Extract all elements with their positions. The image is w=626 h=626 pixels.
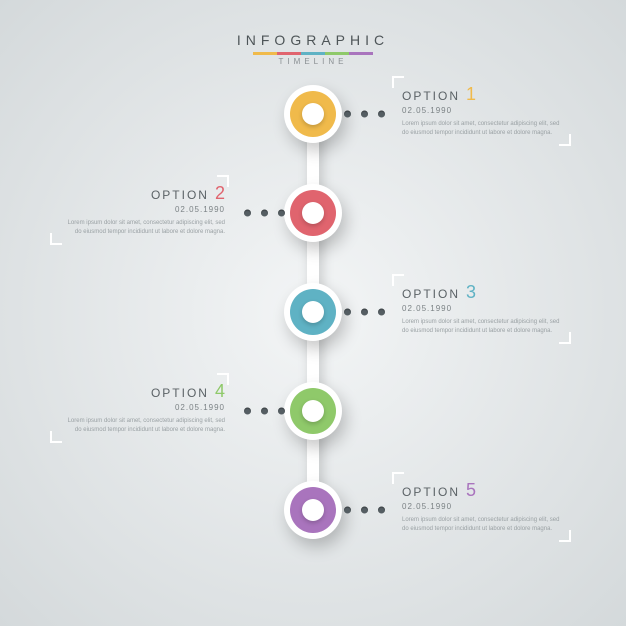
underline-seg [253,52,277,55]
dot-icon [344,507,351,514]
bracket-corner-icon [559,134,571,146]
option-date: 02.05.1990 [60,205,225,214]
node-hub [302,400,324,422]
underline-seg [325,52,349,55]
timeline-row: OPTION 302.05.1990 Lorem ipsum dolor sit a… [0,282,626,342]
option-label: OPTION [402,485,460,499]
timeline-node [284,184,342,242]
connector-dots [244,210,285,217]
option-description: Lorem ipsum dolor sit amet, consectetur … [402,318,567,336]
dot-icon [361,309,368,316]
dot-icon [278,210,285,217]
dot-icon [244,210,251,217]
timeline-node [284,85,342,143]
timeline-node [284,481,342,539]
bracket-corner-icon [217,175,229,187]
timeline-node [284,382,342,440]
bracket-corner-icon [392,76,404,88]
title: INFOGRAPHIC [0,32,626,48]
option-label: OPTION [402,287,460,301]
option-card: OPTION402.05.1990 Lorem ipsum dolor sit a… [60,381,225,435]
option-label: OPTION [151,188,209,202]
option-label: OPTION [402,89,460,103]
option-heading: OPTION2 [60,183,225,204]
underline-seg [277,52,301,55]
node-hub [302,202,324,224]
dot-icon [378,507,385,514]
node-hub [302,499,324,521]
dot-icon [244,408,251,415]
connector-dots [344,507,385,514]
timeline-row: OPTION202.05.1990 Lorem ipsum dolor sit a… [0,183,626,243]
option-date: 02.05.1990 [60,403,225,412]
bracket-corner-icon [392,274,404,286]
dot-icon [378,309,385,316]
option-date: 02.05.1990 [402,304,567,313]
connector-dots [344,309,385,316]
dot-icon [261,408,268,415]
header: INFOGRAPHIC TIMELINE [0,0,626,66]
dot-icon [361,507,368,514]
option-number: 3 [466,282,476,303]
option-number: 1 [466,84,476,105]
timeline-row: OPTION 102.05.1990 Lorem ipsum dolor sit a… [0,84,626,144]
option-date: 02.05.1990 [402,106,567,115]
option-heading: OPTION 3 [402,282,567,303]
underline-seg [349,52,373,55]
dot-icon [261,210,268,217]
dot-icon [344,309,351,316]
timeline-row: OPTION402.05.1990 Lorem ipsum dolor sit a… [0,381,626,441]
connector-dots [244,408,285,415]
option-description: Lorem ipsum dolor sit amet, consectetur … [60,417,225,435]
dot-icon [278,408,285,415]
connector-dots [344,111,385,118]
dot-icon [378,111,385,118]
option-label: OPTION [151,386,209,400]
option-date: 02.05.1990 [402,502,567,511]
bracket-corner-icon [559,332,571,344]
option-description: Lorem ipsum dolor sit amet, consectetur … [60,219,225,237]
bracket-corner-icon [50,431,62,443]
option-heading: OPTION 1 [402,84,567,105]
dot-icon [344,111,351,118]
bracket-corner-icon [50,233,62,245]
timeline-node [284,283,342,341]
option-heading: OPTION4 [60,381,225,402]
option-card: OPTION 102.05.1990 Lorem ipsum dolor sit a… [402,84,567,138]
node-hub [302,301,324,323]
underline-seg [301,52,325,55]
option-card: OPTION202.05.1990 Lorem ipsum dolor sit a… [60,183,225,237]
subtitle: TIMELINE [0,57,626,66]
option-heading: OPTION 5 [402,480,567,501]
option-description: Lorem ipsum dolor sit amet, consectetur … [402,120,567,138]
bracket-corner-icon [217,373,229,385]
option-description: Lorem ipsum dolor sit amet, consectetur … [402,516,567,534]
node-hub [302,103,324,125]
timeline-row: OPTION 502.05.1990 Lorem ipsum dolor sit a… [0,480,626,540]
bracket-corner-icon [392,472,404,484]
dot-icon [361,111,368,118]
option-number: 5 [466,480,476,501]
option-card: OPTION 502.05.1990 Lorem ipsum dolor sit a… [402,480,567,534]
option-card: OPTION 302.05.1990 Lorem ipsum dolor sit a… [402,282,567,336]
title-underline [253,52,373,55]
bracket-corner-icon [559,530,571,542]
